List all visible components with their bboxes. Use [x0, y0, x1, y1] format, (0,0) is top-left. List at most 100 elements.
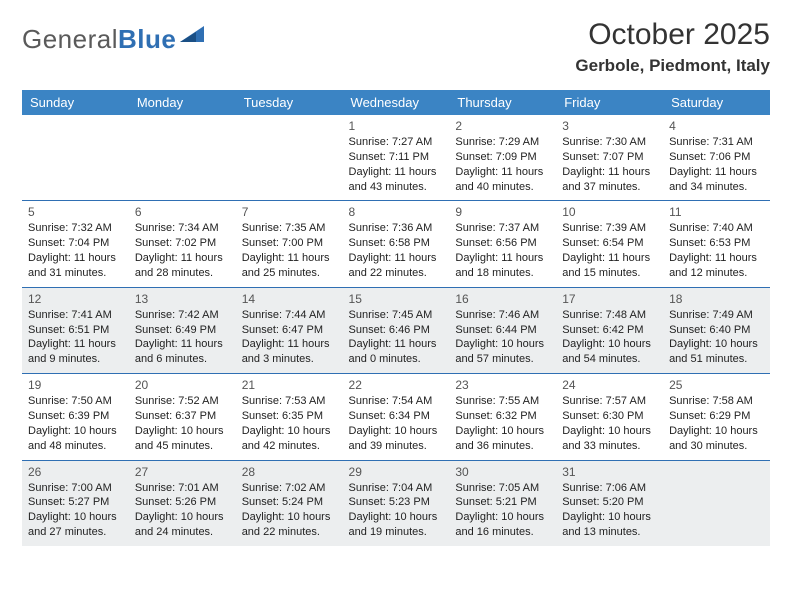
month-title: October 2025: [575, 18, 770, 52]
sunrise-text: Sunrise: 7:42 AM: [135, 308, 230, 323]
sunset-text: Sunset: 6:51 PM: [28, 323, 123, 338]
day-number: 8: [349, 205, 444, 219]
day-cell: 23Sunrise: 7:55 AMSunset: 6:32 PMDayligh…: [449, 374, 556, 460]
logo-word-2: Blue: [118, 24, 176, 54]
daylight-text: Daylight: 10 hours: [135, 510, 230, 525]
sunset-text: Sunset: 6:42 PM: [562, 323, 657, 338]
day-number: 3: [562, 119, 657, 133]
daylight-text: Daylight: 10 hours: [455, 424, 550, 439]
day-cell: 29Sunrise: 7:04 AMSunset: 5:23 PMDayligh…: [343, 460, 450, 546]
daylight-text: Daylight: 10 hours: [242, 424, 337, 439]
day-number: 30: [455, 465, 550, 479]
week-row: 12Sunrise: 7:41 AMSunset: 6:51 PMDayligh…: [22, 287, 770, 373]
week-row: 19Sunrise: 7:50 AMSunset: 6:39 PMDayligh…: [22, 374, 770, 460]
daylight-text: Daylight: 10 hours: [242, 510, 337, 525]
sunrise-text: Sunrise: 7:27 AM: [349, 135, 444, 150]
calendar-head: SundayMondayTuesdayWednesdayThursdayFrid…: [22, 90, 770, 115]
sunrise-text: Sunrise: 7:31 AM: [669, 135, 764, 150]
daylight-text: and 42 minutes.: [242, 439, 337, 454]
title-block: October 2025 Gerbole, Piedmont, Italy: [575, 18, 770, 76]
daylight-text: and 40 minutes.: [455, 180, 550, 195]
sunrise-text: Sunrise: 7:41 AM: [28, 308, 123, 323]
logo-word-1: General: [22, 24, 118, 54]
day-number: 10: [562, 205, 657, 219]
day-number: 31: [562, 465, 657, 479]
daylight-text: and 18 minutes.: [455, 266, 550, 281]
day-number: 17: [562, 292, 657, 306]
day-header: Monday: [129, 90, 236, 115]
day-cell: 14Sunrise: 7:44 AMSunset: 6:47 PMDayligh…: [236, 287, 343, 373]
day-cell: 17Sunrise: 7:48 AMSunset: 6:42 PMDayligh…: [556, 287, 663, 373]
day-cell: 12Sunrise: 7:41 AMSunset: 6:51 PMDayligh…: [22, 287, 129, 373]
day-cell: 28Sunrise: 7:02 AMSunset: 5:24 PMDayligh…: [236, 460, 343, 546]
sunset-text: Sunset: 7:07 PM: [562, 150, 657, 165]
calendar-table: SundayMondayTuesdayWednesdayThursdayFrid…: [22, 90, 770, 546]
sunset-text: Sunset: 5:24 PM: [242, 495, 337, 510]
daylight-text: and 13 minutes.: [562, 525, 657, 540]
daylight-text: Daylight: 10 hours: [669, 424, 764, 439]
day-cell: 6Sunrise: 7:34 AMSunset: 7:02 PMDaylight…: [129, 201, 236, 287]
day-header: Thursday: [449, 90, 556, 115]
day-number: 18: [669, 292, 764, 306]
day-number: 5: [28, 205, 123, 219]
sunrise-text: Sunrise: 7:54 AM: [349, 394, 444, 409]
sunrise-text: Sunrise: 7:35 AM: [242, 221, 337, 236]
daylight-text: and 24 minutes.: [135, 525, 230, 540]
sunset-text: Sunset: 6:53 PM: [669, 236, 764, 251]
sunrise-text: Sunrise: 7:57 AM: [562, 394, 657, 409]
sunset-text: Sunset: 7:11 PM: [349, 150, 444, 165]
sunrise-text: Sunrise: 7:49 AM: [669, 308, 764, 323]
day-cell: 24Sunrise: 7:57 AMSunset: 6:30 PMDayligh…: [556, 374, 663, 460]
daylight-text: and 19 minutes.: [349, 525, 444, 540]
day-number: 13: [135, 292, 230, 306]
daylight-text: Daylight: 11 hours: [28, 337, 123, 352]
daylight-text: and 54 minutes.: [562, 352, 657, 367]
daylight-text: Daylight: 11 hours: [349, 165, 444, 180]
sunset-text: Sunset: 6:29 PM: [669, 409, 764, 424]
day-header: Wednesday: [343, 90, 450, 115]
daylight-text: Daylight: 10 hours: [455, 337, 550, 352]
sunrise-text: Sunrise: 7:01 AM: [135, 481, 230, 496]
day-number: 16: [455, 292, 550, 306]
daylight-text: and 43 minutes.: [349, 180, 444, 195]
sunset-text: Sunset: 6:58 PM: [349, 236, 444, 251]
daylight-text: Daylight: 10 hours: [455, 510, 550, 525]
day-cell: 20Sunrise: 7:52 AMSunset: 6:37 PMDayligh…: [129, 374, 236, 460]
day-cell: 2Sunrise: 7:29 AMSunset: 7:09 PMDaylight…: [449, 115, 556, 201]
day-number: 23: [455, 378, 550, 392]
daylight-text: Daylight: 11 hours: [669, 251, 764, 266]
day-number: 19: [28, 378, 123, 392]
daylight-text: Daylight: 10 hours: [562, 510, 657, 525]
day-number: 25: [669, 378, 764, 392]
day-cell: 15Sunrise: 7:45 AMSunset: 6:46 PMDayligh…: [343, 287, 450, 373]
location-label: Gerbole, Piedmont, Italy: [575, 56, 770, 76]
calendar-body: 1Sunrise: 7:27 AMSunset: 7:11 PMDaylight…: [22, 115, 770, 546]
daylight-text: and 12 minutes.: [669, 266, 764, 281]
sunrise-text: Sunrise: 7:48 AM: [562, 308, 657, 323]
day-cell: [663, 460, 770, 546]
sunrise-text: Sunrise: 7:40 AM: [669, 221, 764, 236]
daylight-text: Daylight: 10 hours: [349, 424, 444, 439]
sunset-text: Sunset: 6:32 PM: [455, 409, 550, 424]
day-cell: 18Sunrise: 7:49 AMSunset: 6:40 PMDayligh…: [663, 287, 770, 373]
day-cell: 26Sunrise: 7:00 AMSunset: 5:27 PMDayligh…: [22, 460, 129, 546]
sunrise-text: Sunrise: 7:53 AM: [242, 394, 337, 409]
day-number: 24: [562, 378, 657, 392]
daylight-text: and 25 minutes.: [242, 266, 337, 281]
sunrise-text: Sunrise: 7:34 AM: [135, 221, 230, 236]
day-header: Friday: [556, 90, 663, 115]
day-cell: 9Sunrise: 7:37 AMSunset: 6:56 PMDaylight…: [449, 201, 556, 287]
day-cell: [22, 115, 129, 201]
daylight-text: and 30 minutes.: [669, 439, 764, 454]
sunset-text: Sunset: 5:21 PM: [455, 495, 550, 510]
sunrise-text: Sunrise: 7:44 AM: [242, 308, 337, 323]
sunrise-text: Sunrise: 7:58 AM: [669, 394, 764, 409]
sunset-text: Sunset: 6:49 PM: [135, 323, 230, 338]
day-number: 14: [242, 292, 337, 306]
daylight-text: Daylight: 11 hours: [242, 337, 337, 352]
sunrise-text: Sunrise: 7:46 AM: [455, 308, 550, 323]
daylight-text: and 15 minutes.: [562, 266, 657, 281]
sunset-text: Sunset: 6:44 PM: [455, 323, 550, 338]
sunset-text: Sunset: 6:54 PM: [562, 236, 657, 251]
sunset-text: Sunset: 5:27 PM: [28, 495, 123, 510]
